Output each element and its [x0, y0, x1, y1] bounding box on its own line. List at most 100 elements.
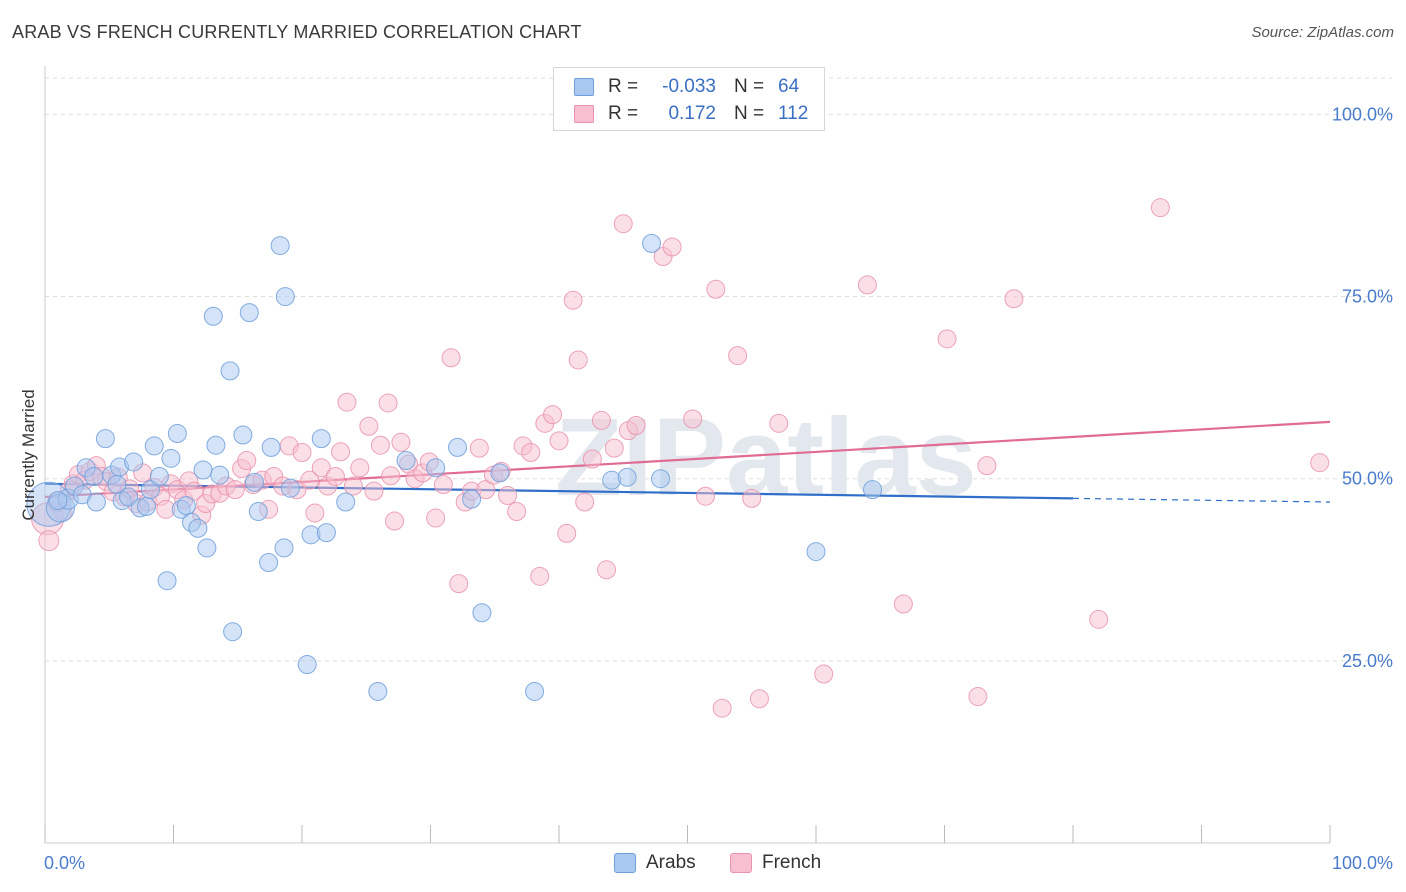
french-point [706, 279, 726, 299]
french-point [742, 488, 762, 508]
french-point [305, 503, 325, 523]
arabs-point [280, 478, 300, 498]
legend-row-arabs: R = -0.033 N = 64 [574, 74, 799, 100]
arabs-point [193, 460, 213, 480]
legend-r-label: R = [608, 76, 639, 97]
grid-lines [45, 77, 1392, 662]
arabs-point [261, 437, 281, 457]
french-point [370, 435, 390, 455]
arabs-point [140, 480, 160, 500]
legend-row-french: R = 0.172 N = 112 [574, 101, 808, 127]
y-tick-label: 50.0% [1342, 469, 1393, 489]
arabs-point [447, 437, 467, 457]
arabs-point [144, 436, 164, 456]
french-point [433, 475, 453, 495]
arabs-point [48, 491, 68, 511]
french-point [557, 523, 577, 543]
arabs-point [274, 538, 294, 558]
arabs-point [651, 469, 671, 489]
french-point [350, 458, 370, 478]
series-legend-french[interactable]: French [730, 852, 821, 874]
arabs-point [210, 465, 230, 485]
arabs-point [223, 622, 243, 642]
arabs-point [472, 603, 492, 623]
french-point [359, 416, 379, 436]
french-point [695, 486, 715, 506]
y-tick-label: 25.0% [1342, 651, 1393, 671]
french-point [977, 456, 997, 476]
french-point [385, 511, 405, 531]
series-swatch-french [730, 853, 752, 873]
y-axis-label: Currently Married [19, 389, 38, 520]
french-point [597, 560, 617, 580]
french-point [343, 476, 363, 496]
chart-title: ARAB VS FRENCH CURRENTLY MARRIED CORRELA… [12, 22, 582, 42]
french-point [563, 290, 583, 310]
french-point [575, 492, 595, 512]
arabs-point [244, 472, 264, 492]
arabs-point [203, 306, 223, 326]
correlation-legend: R = -0.033 N = 64 R = 0.172 N = 112 [553, 67, 825, 131]
french-point [521, 442, 541, 462]
arabs-point [642, 233, 662, 253]
x-tick-label: 0.0% [44, 853, 85, 873]
french-point [337, 392, 357, 412]
arabs-point [316, 523, 336, 543]
french-point [38, 530, 60, 552]
french-point [498, 485, 518, 505]
series-legend-label: French [762, 852, 822, 873]
arabs-trend-extension [1072, 497, 1331, 503]
arabs-point [119, 487, 139, 507]
legend-n-value: 64 [778, 76, 800, 97]
french-point [549, 431, 569, 451]
arabs-point [602, 470, 622, 490]
legend-swatch-french [574, 105, 594, 123]
arabs-point [275, 287, 295, 307]
arabs-point [95, 429, 115, 449]
legend-n-value: 112 [778, 103, 809, 124]
french-point [300, 470, 320, 490]
french-point [364, 481, 384, 501]
legend-n-label: N = [734, 103, 765, 124]
tick-labels: 25.0% 50.0% 75.0% 100.0% 0.0% 100.0% [44, 104, 1393, 873]
series-legend-label: Arabs [646, 852, 696, 873]
french-point [292, 442, 312, 462]
legend-n-label: N = [734, 76, 765, 97]
arabs-point [426, 458, 446, 478]
legend-r-label: R = [608, 103, 639, 124]
arabs-point [86, 492, 106, 512]
french-point [1004, 289, 1024, 309]
arabs-point [617, 467, 637, 487]
french-point [591, 410, 611, 430]
french-point [1150, 198, 1170, 218]
french-point [543, 405, 563, 425]
french-point [893, 594, 913, 614]
arabs-point [149, 467, 169, 487]
arabs-point [84, 467, 104, 487]
french-point [469, 438, 489, 458]
french-point [225, 480, 245, 500]
french-point [325, 467, 345, 487]
arabs-point [188, 518, 208, 538]
series-legend: Arabs French [0, 852, 1406, 878]
french-point [857, 275, 877, 295]
chart-source: Source: ZipAtlas.com [1251, 24, 1394, 41]
arabs-point [167, 424, 187, 444]
x-tick-label: 100.0% [1332, 853, 1393, 873]
arabs-point [259, 553, 279, 572]
french-point [426, 508, 446, 528]
arabs-point [161, 448, 181, 468]
french-point [507, 502, 527, 521]
french-point [381, 466, 401, 486]
french-point [728, 346, 748, 366]
arabs-point [137, 496, 157, 516]
french-point [530, 566, 550, 586]
french-point [683, 409, 703, 429]
arabs-point [490, 463, 510, 483]
french-point [1089, 609, 1109, 629]
french-point [1310, 453, 1330, 473]
series-legend-arabs[interactable]: Arabs [614, 852, 696, 874]
french-point [769, 413, 789, 433]
arabs-point [206, 435, 226, 455]
